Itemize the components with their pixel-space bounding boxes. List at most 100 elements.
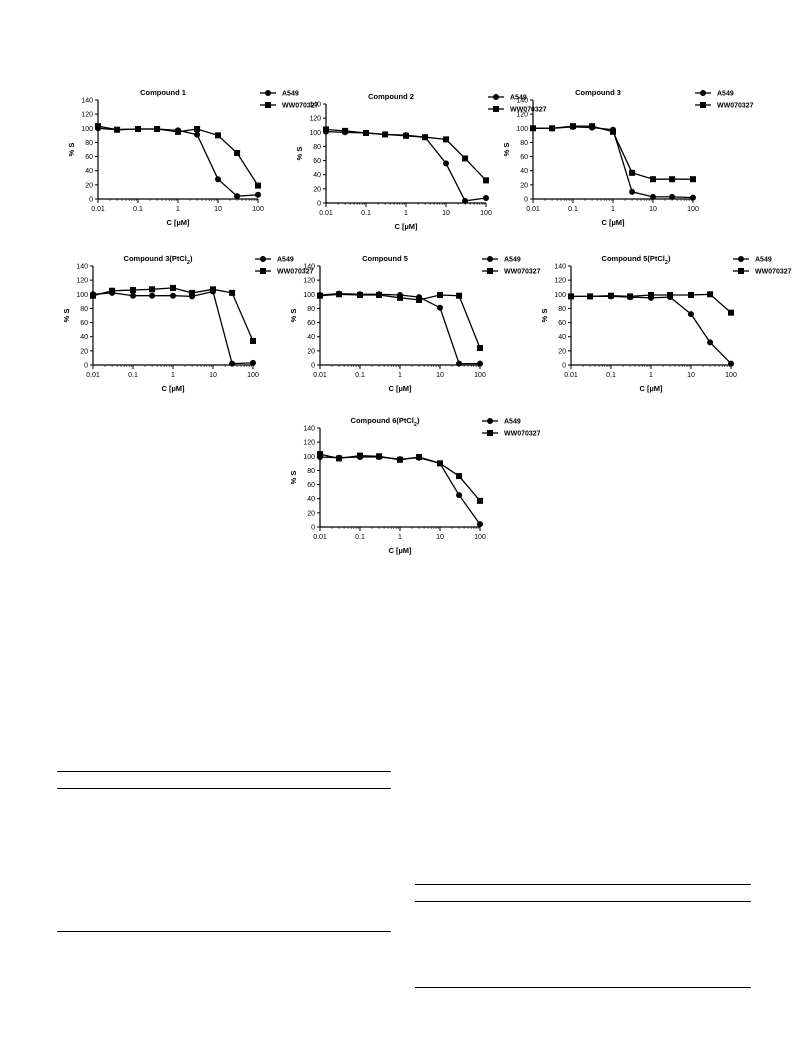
x-tick-label: 0.1 <box>568 206 578 213</box>
x-tick-label: 100 <box>247 372 259 379</box>
legend-label: A549 <box>504 257 521 264</box>
y-tick-label: 120 <box>303 440 315 447</box>
y-tick-label: 0 <box>311 525 315 532</box>
y-tick-label: 40 <box>80 334 88 341</box>
chart-title: Compound 5(PtCl2) <box>602 254 671 266</box>
data-point-ww070327 <box>437 291 443 298</box>
x-tick-label: 10 <box>436 534 444 541</box>
y-axis-label: % S <box>502 143 511 157</box>
legend-label: WW070327 <box>504 269 541 276</box>
chart-title: Compound 1 <box>140 88 186 97</box>
y-tick-label: 140 <box>309 102 321 109</box>
table-1-top-rule <box>57 771 391 772</box>
data-point-ww070327 <box>154 125 161 132</box>
y-tick-label: 100 <box>81 126 93 133</box>
data-point-ww070327 <box>483 177 489 184</box>
legend-marker <box>260 256 266 262</box>
chart-svg: Compound 3 0 20 40 60 80 100 120 140 0.01 0.1 1 10 10… <box>502 88 754 227</box>
x-tick-label: 1 <box>171 372 175 379</box>
data-point-ww070327 <box>648 291 654 298</box>
series-line-a549 <box>319 292 480 365</box>
data-point-ww070327 <box>382 131 389 138</box>
y-tick-label: 100 <box>516 126 528 133</box>
x-tick-label: 0.01 <box>86 372 100 379</box>
series-line-a549 <box>97 127 259 197</box>
data-point-ww070327 <box>422 134 429 141</box>
data-point-ww070327 <box>376 291 383 298</box>
series-line-ww070327 <box>319 293 481 349</box>
data-point-ww070327 <box>477 345 483 352</box>
data-point-ww070327 <box>549 125 556 132</box>
chart-title: Compound 3(PtCl2) <box>124 254 193 266</box>
y-tick-label: 120 <box>309 116 321 123</box>
data-point-ww070327 <box>336 291 343 298</box>
data-point-a549 <box>462 197 469 204</box>
x-axis-label: C [µM] <box>394 222 418 231</box>
data-point-a549 <box>170 292 176 299</box>
data-point-ww070327 <box>690 176 696 183</box>
y-tick-label: 40 <box>558 334 566 341</box>
data-point-ww070327 <box>608 292 614 299</box>
data-point-ww070327 <box>170 284 176 291</box>
chart-title: Compound 6(PtCl2) <box>351 416 420 428</box>
chart-compound-2: Compound 2 0 20 40 60 80 100 120 140 0.01 0.1 1 10 10… <box>268 86 547 261</box>
legend-label: A549 <box>510 95 527 102</box>
data-point-a549 <box>728 360 734 367</box>
data-point-a549 <box>477 360 483 367</box>
legend-marker <box>487 256 493 262</box>
legend-marker <box>738 268 744 274</box>
data-point-ww070327 <box>194 125 201 132</box>
data-point-a549 <box>477 521 483 528</box>
x-tick-label: 0.01 <box>526 206 540 213</box>
y-tick-label: 40 <box>307 334 315 341</box>
y-tick-label: 60 <box>80 320 88 327</box>
legend-label: WW070327 <box>717 103 754 110</box>
series-line-a549 <box>325 130 487 202</box>
x-tick-label: 0.01 <box>313 534 327 541</box>
legend-marker <box>700 90 706 96</box>
y-axis-label: % S <box>289 471 298 485</box>
data-point-ww070327 <box>667 291 674 298</box>
table-2-bottom-rule <box>415 987 751 988</box>
y-tick-label: 20 <box>313 186 321 193</box>
x-tick-label: 100 <box>725 372 737 379</box>
data-point-ww070327 <box>629 169 636 176</box>
y-tick-label: 140 <box>516 98 528 105</box>
y-tick-label: 100 <box>76 292 88 299</box>
legend-label: WW070327 <box>282 103 319 110</box>
chart-svg: Compound 2 0 20 40 60 80 100 120 140 0.01 0.1 1 10 10… <box>295 92 547 231</box>
y-axis-label: % S <box>62 309 71 323</box>
y-tick-label: 60 <box>313 158 321 165</box>
data-point-ww070327 <box>357 291 363 298</box>
data-point-ww070327 <box>462 155 469 162</box>
data-point-ww070327 <box>728 309 734 316</box>
y-tick-label: 20 <box>80 348 88 355</box>
x-tick-label: 100 <box>480 210 492 217</box>
data-point-a549 <box>130 292 136 299</box>
x-tick-label: 100 <box>474 372 486 379</box>
y-tick-label: 80 <box>558 306 566 313</box>
x-tick-label: 0.1 <box>355 534 365 541</box>
y-tick-label: 40 <box>307 496 315 503</box>
data-point-ww070327 <box>437 460 443 467</box>
chart-compound-5: Compound 5 0 20 40 60 80 100 120 140 0.01 0.1 1 10 10… <box>262 248 541 423</box>
y-tick-label: 120 <box>516 112 528 119</box>
legend-label: WW070327 <box>277 269 314 276</box>
data-point-ww070327 <box>317 451 323 458</box>
y-tick-label: 20 <box>85 182 93 189</box>
data-point-a549 <box>669 193 676 200</box>
y-tick-label: 140 <box>303 426 315 433</box>
x-tick-label: 0.1 <box>128 372 138 379</box>
series-line-a549 <box>533 126 694 199</box>
x-tick-label: 10 <box>214 206 222 213</box>
chart-compound-1: Compound 1 0 20 40 60 80 100 120 140 0.01 0.1 1 10 10… <box>40 82 319 257</box>
y-tick-label: 120 <box>76 278 88 285</box>
chart-title: Compound 5 <box>362 254 408 263</box>
legend-label: A549 <box>717 91 734 98</box>
y-tick-label: 60 <box>307 482 315 489</box>
series-line-a549 <box>92 290 254 365</box>
y-tick-label: 120 <box>81 112 93 119</box>
y-tick-label: 100 <box>303 292 315 299</box>
x-tick-label: 0.01 <box>319 210 333 217</box>
data-point-ww070327 <box>376 453 383 460</box>
